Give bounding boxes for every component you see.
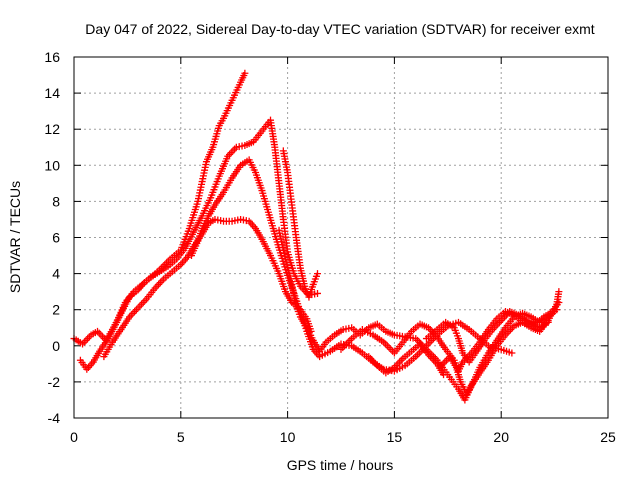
- y-axis-label: SDTVAR / TECUs: [7, 181, 23, 293]
- y-tick-label: 0: [52, 338, 60, 354]
- y-tick-label: 12: [44, 121, 60, 137]
- data-point: [314, 270, 322, 278]
- y-tick-label: 2: [52, 302, 60, 318]
- y-tick-label: 14: [44, 85, 60, 101]
- y-tick-label: 8: [52, 193, 60, 209]
- series-track-6: [275, 226, 552, 404]
- axis-ticks: 0 5 10 15 20 25 -4 -2 0 2 4 6 8 10 12 14 16: [44, 49, 616, 445]
- y-tick-label: 4: [52, 266, 60, 282]
- data-point: [508, 349, 516, 357]
- y-tick-label: -4: [48, 410, 61, 426]
- chart-title: Day 047 of 2022, Sidereal Day-to-day VTE…: [85, 21, 594, 37]
- data-point: [440, 371, 448, 379]
- data-point: [553, 306, 561, 314]
- plot-frame: [73, 56, 609, 419]
- series-track-5: [279, 147, 322, 301]
- data-point: [241, 69, 249, 77]
- x-tick-label: 15: [387, 429, 403, 445]
- data-point: [555, 288, 563, 296]
- y-tick-label: -2: [48, 374, 61, 390]
- y-tick-label: 16: [44, 49, 60, 65]
- x-tick-label: 25: [600, 429, 616, 445]
- y-tick-label: 10: [44, 157, 60, 173]
- data-point: [555, 298, 563, 306]
- grid-lines: [74, 57, 608, 418]
- data-series: [70, 69, 563, 404]
- x-tick-label: 20: [493, 429, 509, 445]
- y-tick-label: 6: [52, 230, 60, 246]
- x-tick-label: 10: [280, 429, 296, 445]
- x-tick-label: 5: [177, 429, 185, 445]
- series-track-9: [437, 306, 561, 399]
- data-point: [314, 289, 322, 297]
- series-track-10: [365, 340, 448, 379]
- series-track-1: [70, 69, 249, 348]
- x-axis-label: GPS time / hours: [287, 457, 394, 473]
- x-tick-label: 0: [70, 429, 78, 445]
- series-track-2: [76, 116, 322, 373]
